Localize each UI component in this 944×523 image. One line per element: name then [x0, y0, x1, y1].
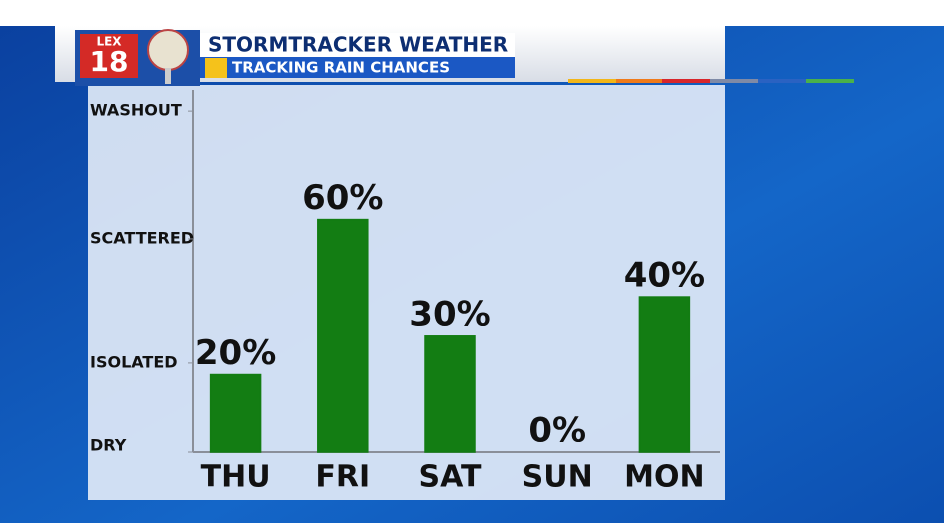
title-box [200, 33, 515, 57]
logo-station: LEX [96, 35, 122, 49]
bar [317, 218, 369, 453]
x-tick-label: SAT [419, 460, 482, 495]
x-tick-label: FRI [315, 460, 370, 495]
value-label: 0% [528, 411, 586, 451]
value-label: 60% [302, 178, 383, 218]
bar [209, 373, 262, 453]
bar [638, 296, 691, 453]
value-label: 40% [624, 256, 705, 296]
x-tick-label: SUN [522, 460, 593, 495]
y-tick-label: DRY [90, 436, 127, 455]
subtitle-accent [205, 58, 227, 78]
chart-title: STORMTRACKER WEATHER [208, 33, 508, 57]
bar [424, 335, 476, 453]
y-tick-label: SCATTERED [90, 228, 194, 247]
subtitle-box [200, 57, 515, 78]
top-strip [0, 0, 944, 26]
chart-panel [88, 85, 725, 500]
color-strip [568, 79, 854, 83]
chart-subtitle: TRACKING RAIN CHANCES [232, 59, 450, 77]
y-tick-label: ISOLATED [90, 352, 178, 371]
x-tick-label: THU [201, 460, 271, 495]
value-label: 30% [409, 294, 490, 334]
logo-number: 18 [90, 45, 129, 78]
logo: LEX 18 [75, 29, 200, 86]
value-label: 20% [195, 333, 276, 373]
y-tick-label: WASHOUT [90, 101, 182, 120]
x-tick-label: MON [624, 460, 704, 495]
